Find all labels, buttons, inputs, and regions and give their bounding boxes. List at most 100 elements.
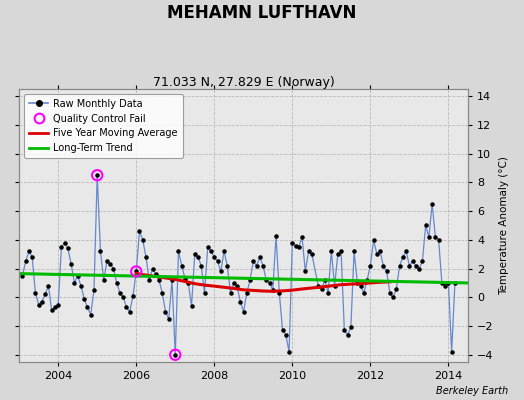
Point: [278, 327, 287, 334]
Point: [428, 201, 436, 207]
Point: [223, 262, 232, 269]
Point: [148, 265, 157, 272]
Point: [181, 276, 189, 282]
Point: [197, 262, 205, 269]
Point: [259, 262, 267, 269]
Point: [383, 268, 391, 275]
Point: [399, 254, 407, 260]
Point: [359, 290, 368, 296]
Point: [363, 277, 372, 283]
Point: [340, 327, 348, 334]
Point: [158, 290, 167, 296]
Point: [110, 265, 118, 272]
Point: [48, 307, 56, 314]
Point: [100, 277, 108, 283]
Point: [67, 261, 75, 268]
Point: [220, 248, 228, 254]
Point: [421, 222, 430, 229]
Point: [236, 298, 245, 305]
Point: [386, 290, 394, 296]
Point: [451, 280, 459, 286]
Point: [230, 280, 238, 286]
Point: [184, 280, 192, 286]
Point: [396, 262, 404, 269]
Point: [431, 234, 440, 240]
Point: [298, 234, 306, 240]
Point: [54, 301, 62, 308]
Point: [106, 261, 114, 268]
Point: [256, 254, 264, 260]
Point: [203, 244, 212, 250]
Point: [25, 248, 33, 254]
Point: [210, 254, 219, 260]
Point: [116, 290, 124, 296]
Point: [96, 248, 105, 254]
Point: [216, 268, 225, 275]
Point: [269, 287, 277, 293]
Point: [246, 277, 254, 283]
Point: [165, 316, 173, 322]
Point: [347, 324, 355, 331]
Point: [31, 290, 40, 296]
Text: Berkeley Earth: Berkeley Earth: [436, 386, 508, 396]
Point: [90, 287, 98, 293]
Point: [337, 248, 345, 254]
Point: [438, 280, 446, 286]
Point: [304, 248, 313, 254]
Point: [392, 286, 400, 292]
Point: [103, 258, 111, 265]
Point: [253, 262, 261, 269]
Point: [408, 258, 417, 265]
Point: [324, 290, 332, 296]
Y-axis label: Temperature Anomaly (°C): Temperature Anomaly (°C): [499, 156, 509, 295]
Point: [80, 296, 89, 302]
Point: [288, 240, 297, 246]
Title: 71.033 N, 27.829 E (Norway): 71.033 N, 27.829 E (Norway): [152, 76, 334, 89]
Point: [239, 308, 248, 315]
Legend: Raw Monthly Data, Quality Control Fail, Five Year Moving Average, Long-Term Tren: Raw Monthly Data, Quality Control Fail, …: [24, 94, 182, 158]
Point: [379, 262, 388, 269]
Point: [366, 262, 375, 269]
Point: [233, 283, 241, 289]
Point: [18, 272, 27, 279]
Point: [281, 332, 290, 338]
Point: [272, 232, 280, 239]
Point: [41, 291, 49, 298]
Point: [262, 277, 270, 283]
Point: [38, 298, 46, 305]
Point: [243, 290, 251, 296]
Point: [145, 277, 154, 283]
Point: [142, 254, 150, 260]
Point: [249, 258, 257, 265]
Point: [191, 251, 199, 258]
Point: [51, 304, 59, 310]
Point: [334, 251, 342, 258]
Point: [135, 228, 144, 234]
Point: [83, 304, 92, 310]
Point: [28, 254, 36, 260]
Point: [350, 248, 358, 254]
Point: [21, 258, 30, 265]
Point: [369, 237, 378, 243]
Point: [70, 280, 79, 286]
Point: [327, 248, 335, 254]
Point: [200, 290, 209, 296]
Point: [447, 349, 456, 355]
Point: [138, 237, 147, 243]
Point: [331, 283, 339, 289]
Point: [415, 265, 423, 272]
Point: [389, 294, 397, 300]
Point: [376, 248, 384, 254]
Point: [122, 304, 130, 310]
Point: [126, 308, 134, 315]
Point: [44, 283, 52, 289]
Point: [434, 237, 443, 243]
Point: [405, 262, 413, 269]
Point: [119, 294, 127, 300]
Point: [308, 251, 316, 258]
Point: [132, 268, 140, 275]
Point: [418, 258, 427, 265]
Point: [226, 290, 235, 296]
Point: [441, 283, 450, 289]
Point: [318, 286, 326, 292]
